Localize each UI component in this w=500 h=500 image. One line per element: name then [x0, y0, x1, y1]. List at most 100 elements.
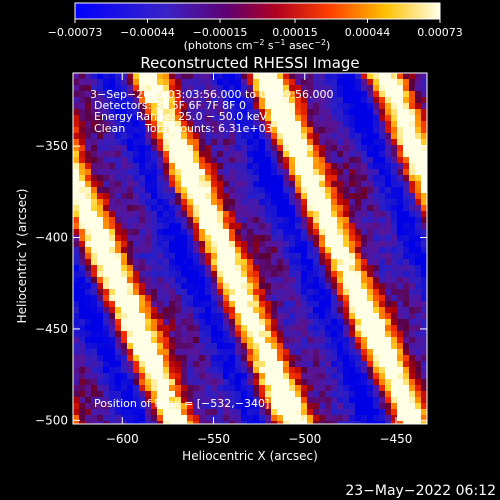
- heatmap-cell: [355, 421, 361, 424]
- heatmap-cell: [265, 235, 271, 241]
- heatmap-cell: [133, 85, 139, 91]
- heatmap-cell: [403, 211, 409, 217]
- heatmap-cell: [307, 355, 313, 361]
- heatmap-cell: [217, 379, 223, 385]
- heatmap-cell: [211, 385, 217, 391]
- heatmap-cell: [175, 277, 181, 283]
- heatmap-cell: [265, 259, 271, 265]
- heatmap-cell: [145, 175, 151, 181]
- heatmap-cell: [337, 103, 343, 109]
- heatmap-cell: [265, 247, 271, 253]
- heatmap-cell: [193, 265, 199, 271]
- heatmap-cell: [217, 253, 223, 259]
- heatmap-cell: [151, 337, 157, 343]
- heatmap-cell: [361, 289, 367, 295]
- heatmap-cell: [211, 217, 217, 223]
- heatmap-cell: [169, 187, 175, 193]
- heatmap-cell: [199, 229, 205, 235]
- heatmap-cell: [85, 127, 91, 133]
- heatmap-cell: [217, 391, 223, 397]
- heatmap-cell: [241, 301, 247, 307]
- heatmap-cell: [133, 127, 139, 133]
- heatmap-cell: [229, 163, 235, 169]
- heatmap-cell: [145, 247, 151, 253]
- heatmap-cell: [385, 391, 391, 397]
- heatmap-cell: [157, 295, 163, 301]
- heatmap-cell: [259, 307, 265, 313]
- heatmap-cell: [151, 181, 157, 187]
- heatmap-cell: [133, 409, 139, 415]
- heatmap-cell: [181, 397, 187, 403]
- heatmap-cell: [409, 337, 415, 343]
- heatmap-cell: [283, 409, 289, 415]
- heatmap-cell: [163, 91, 169, 97]
- heatmap-cell: [127, 343, 133, 349]
- heatmap-cell: [271, 193, 277, 199]
- heatmap-cell: [331, 163, 337, 169]
- heatmap-cell: [205, 301, 211, 307]
- heatmap-cell: [127, 265, 133, 271]
- heatmap-cell: [199, 223, 205, 229]
- heatmap-cell: [247, 271, 253, 277]
- heatmap-cell: [181, 319, 187, 325]
- heatmap-cell: [409, 103, 415, 109]
- heatmap-cell: [199, 181, 205, 187]
- heatmap-cell: [169, 385, 175, 391]
- heatmap-cell: [115, 337, 121, 343]
- heatmap-cell: [391, 127, 397, 133]
- heatmap-cell: [313, 385, 319, 391]
- heatmap-cell: [157, 349, 163, 355]
- heatmap-cell: [211, 277, 217, 283]
- heatmap-cell: [337, 409, 343, 415]
- heatmap-cell: [343, 187, 349, 193]
- heatmap-cell: [145, 73, 151, 79]
- heatmap-cell: [169, 355, 175, 361]
- heatmap-cell: [313, 205, 319, 211]
- heatmap-cell: [109, 205, 115, 211]
- heatmap-cell: [343, 379, 349, 385]
- heatmap-cell: [277, 283, 283, 289]
- heatmap-cell: [133, 199, 139, 205]
- heatmap-cell: [301, 211, 307, 217]
- heatmap-cell: [121, 271, 127, 277]
- heatmap-cell: [169, 193, 175, 199]
- heatmap-cell: [283, 301, 289, 307]
- heatmap-cell: [217, 325, 223, 331]
- heatmap-cell: [145, 211, 151, 217]
- heatmap-cell: [355, 199, 361, 205]
- heatmap-cell: [151, 229, 157, 235]
- heatmap-cell: [397, 181, 403, 187]
- heatmap-cell: [97, 199, 103, 205]
- heatmap-cell: [79, 121, 85, 127]
- heatmap-cell: [289, 265, 295, 271]
- heatmap-cell: [211, 247, 217, 253]
- heatmap-cell: [397, 355, 403, 361]
- heatmap-cell: [391, 367, 397, 373]
- heatmap-cell: [229, 391, 235, 397]
- heatmap-cell: [187, 253, 193, 259]
- heatmap-cell: [151, 325, 157, 331]
- heatmap-cell: [109, 73, 115, 79]
- heatmap-cell: [109, 97, 115, 103]
- heatmap-cell: [253, 313, 259, 319]
- heatmap-cell: [223, 139, 229, 145]
- heatmap-cell: [163, 379, 169, 385]
- heatmap-cell: [403, 139, 409, 145]
- heatmap-cell: [313, 343, 319, 349]
- heatmap-cell: [409, 229, 415, 235]
- heatmap-cell: [283, 367, 289, 373]
- heatmap-cell: [91, 73, 97, 79]
- heatmap-cell: [319, 403, 325, 409]
- heatmap-cell: [373, 91, 379, 97]
- heatmap-cell: [205, 379, 211, 385]
- heatmap-cell: [163, 139, 169, 145]
- heatmap-cell: [145, 205, 151, 211]
- heatmap-cell: [403, 109, 409, 115]
- heatmap-cell: [325, 259, 331, 265]
- heatmap-cell: [175, 205, 181, 211]
- heatmap-cell: [103, 211, 109, 217]
- heatmap-cell: [193, 175, 199, 181]
- heatmap-cell: [283, 235, 289, 241]
- heatmap-cell: [139, 283, 145, 289]
- heatmap-cell: [127, 337, 133, 343]
